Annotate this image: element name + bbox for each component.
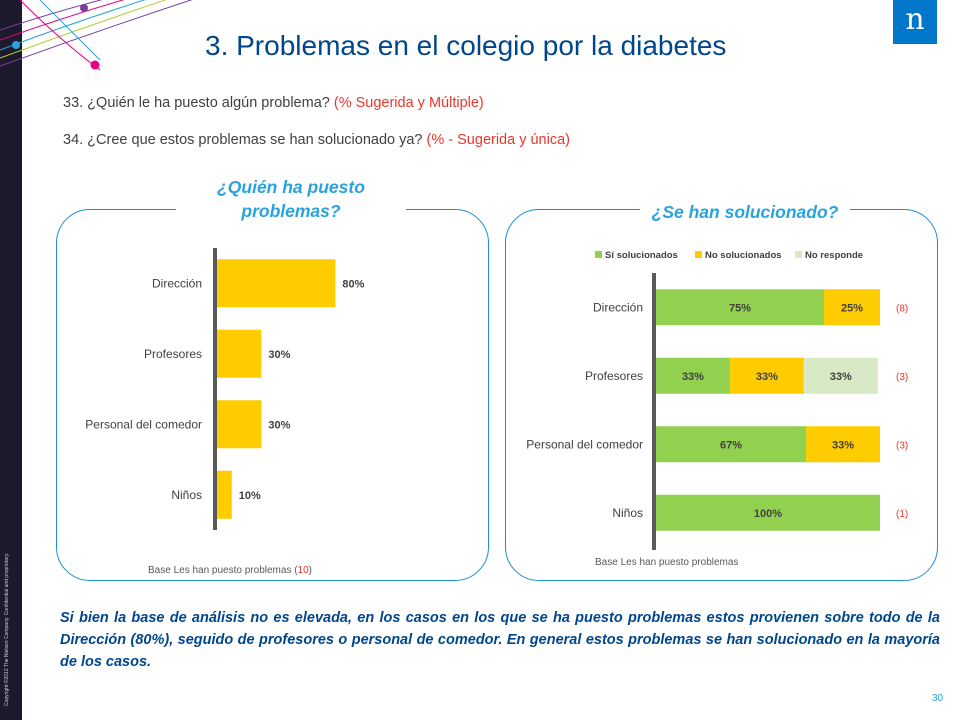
category-label: Niños [171, 488, 202, 502]
count-label: (8) [896, 303, 908, 314]
data-label: 75% [729, 302, 751, 314]
legend-swatch-1 [695, 251, 702, 258]
question-33: 33. ¿Quién le ha puesto algún problema? … [63, 95, 484, 111]
count-label: (1) [896, 509, 908, 520]
data-label: 33% [756, 371, 778, 383]
copyright-text: Copyright ©2012 The Nielsen Company. Con… [4, 552, 10, 706]
legend-swatch-0 [595, 251, 602, 258]
slide-title: 3. Problemas en el colegio por la diabet… [205, 30, 727, 61]
right-panel-title: ¿Se han solucionado? [640, 200, 850, 224]
data-label: 80% [342, 278, 364, 290]
category-label: Personal del comedor [526, 437, 643, 451]
legend-label-0: Sí solucionados [605, 250, 678, 261]
data-label: 25% [841, 302, 863, 314]
left-panel-title: ¿Quién ha puesto problemas? [176, 175, 406, 223]
bar-segment-0-0 [656, 289, 824, 326]
bar-segment-1-0 [824, 289, 880, 326]
data-label: 30% [268, 419, 290, 431]
bar-1 [217, 329, 262, 378]
bar-segment-1-1 [729, 357, 804, 394]
category-label: Niños [612, 506, 643, 520]
left-chart-panel [56, 209, 489, 581]
problems-solved-chart: Sí solucionados No solucionados No respond… [526, 250, 908, 550]
data-label: 33% [830, 371, 852, 383]
count-label: (3) [896, 440, 908, 451]
left-base-n: 10 [297, 565, 309, 576]
page-number: 30 [932, 693, 944, 704]
bar-segment-1-2 [806, 426, 880, 463]
count-label: (3) [896, 372, 908, 383]
question-34-text: 34. ¿Cree que estos problemas se han sol… [63, 132, 423, 148]
decorative-lines [0, 0, 193, 71]
bar-0 [217, 259, 336, 308]
data-label: 33% [832, 439, 854, 451]
left-base-close: ) [308, 565, 313, 576]
data-label: 10% [239, 490, 261, 502]
category-label: Personal del comedor [85, 417, 202, 431]
data-label: 67% [720, 439, 742, 451]
bar-segment-0-1 [656, 357, 730, 394]
question-34: 34. ¿Cree que estos problemas se han sol… [63, 132, 570, 148]
category-label: Profesores [144, 347, 202, 361]
question-33-hint: (% Sugerida y Múltiple) [333, 95, 484, 111]
question-33-text: 33. ¿Quién le ha puesto algún problema? [63, 95, 330, 111]
right-base-note: Base Les han puesto problemas [595, 557, 739, 568]
left-strip [0, 0, 22, 720]
bar-3 [217, 470, 232, 519]
left-base-label: Base Les han puesto problemas ( [148, 565, 298, 576]
legend-swatch-2 [795, 251, 802, 258]
bar-segment-0-3 [656, 494, 880, 531]
bar-segment-0-2 [656, 426, 807, 463]
legend-label-1: No solucionados [705, 250, 782, 261]
bar-2 [217, 400, 262, 449]
nielsen-logo: n [893, 0, 937, 44]
question-34-hint: (% - Sugerida y única) [426, 132, 570, 148]
who-caused-problems-chart: Dirección 80% Profesores 30% Personal del co… [85, 248, 365, 530]
left-base-note: Base Les han puesto problemas (10) [148, 565, 312, 576]
legend-label-2: No responde [805, 250, 863, 261]
data-label: 100% [754, 508, 782, 520]
data-label: 30% [268, 349, 290, 361]
data-label: 33% [682, 371, 704, 383]
bar-segment-2-1 [803, 357, 878, 394]
category-label: Profesores [585, 369, 643, 383]
category-label: Dirección [593, 300, 643, 314]
category-label: Dirección [152, 276, 202, 290]
conclusion-text: Si bien la base de análisis no es elevad… [60, 610, 940, 670]
